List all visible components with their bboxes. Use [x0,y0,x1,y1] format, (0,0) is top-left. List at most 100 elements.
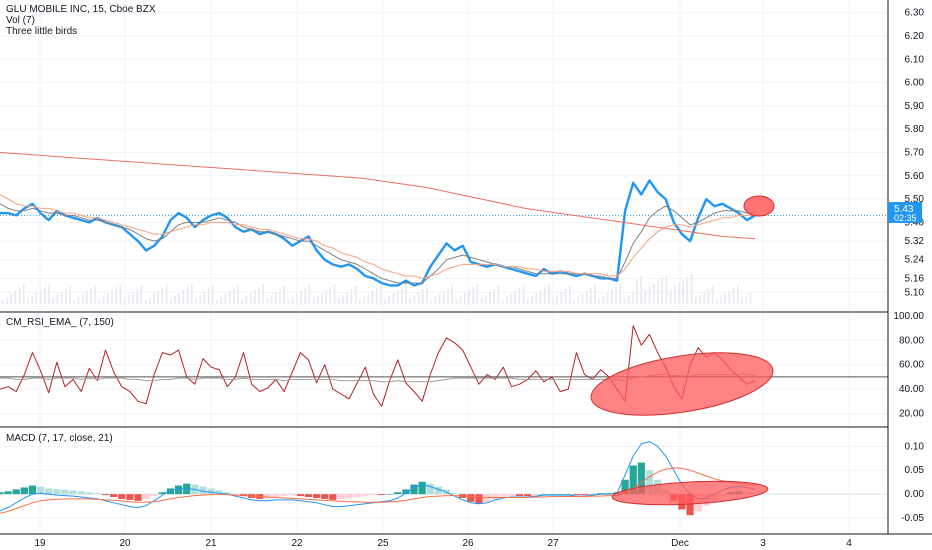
volume-bar [346,292,348,304]
histogram-bar [53,489,61,495]
volume-bar [207,289,210,304]
histogram-bar [337,494,345,499]
volume-bar [119,284,122,304]
volume-bar [14,291,17,304]
volume-bar [686,277,689,304]
volume-bar [27,299,29,304]
volume-bar [18,288,21,304]
volume-bar [270,295,273,304]
volume-bar [283,286,285,304]
volume-bar [228,291,231,304]
volume-bar [23,285,25,304]
volume-bar [241,299,243,304]
volume-bar [52,298,54,304]
histogram-bar [491,494,499,499]
volume-bar [65,289,67,304]
volume-legend[interactable]: Vol (7) [6,15,35,26]
price-axis[interactable]: 6.306.206.106.005.905.805.705.605.505.40… [893,8,924,524]
histogram-bar [45,488,53,495]
histogram-bar [207,488,215,495]
volume-bar [363,297,365,304]
volume-bar [174,296,176,304]
volume-bar [480,298,483,304]
histogram-bar [418,481,426,495]
pane-separators[interactable] [0,0,932,535]
price-tick-label: 5.60 [905,171,925,182]
histogram-bar [158,492,166,495]
histogram-bar [394,492,402,495]
histogram-bar [20,487,28,495]
volume-bar [304,288,306,304]
price-badge-bg [888,202,922,223]
volume-bar [653,284,655,304]
volume-bar [564,289,567,304]
volume-bar [216,300,218,304]
volume-bar [342,295,344,304]
volume-bar [31,296,33,304]
volume-bar [539,290,542,304]
histogram-bar [386,494,394,495]
volume-bar [443,291,445,304]
time-tick-label: 21 [205,538,217,549]
volume-bar [81,294,84,304]
histogram-bar [410,484,418,495]
volume-bar [405,284,407,304]
price-badge-countdown: 02:35 [894,213,917,223]
volume-bar [623,298,626,304]
histogram-bar [402,489,410,495]
volume-bar [451,285,453,304]
volume-bar [489,292,491,304]
volume-bar [329,287,332,304]
volume-bar [627,295,630,304]
macd-legend[interactable]: MACD (7, 17, close, 21) [6,433,113,444]
histogram-bar [434,486,443,495]
volume-bar [493,289,495,304]
volume-bar [140,286,143,304]
pattern-legend[interactable]: Three little birds [6,26,77,37]
volume-bar [115,287,117,304]
volume-bar [695,298,697,304]
rsi-legend[interactable]: CM_RSI_EMA_ (7, 150) [6,317,114,328]
macd-pane[interactable] [0,441,888,516]
histogram-bar [312,494,321,498]
volume-bar [73,300,75,304]
volume-bar [279,289,281,304]
highlight-annotations [590,195,775,506]
volume-bar [531,296,533,304]
volume-bar [678,283,680,304]
volume-bar [111,290,113,304]
histogram-bar [85,492,93,495]
macd-highlight-ellipse [611,480,769,506]
volume-bar [220,297,222,304]
volume-bar [438,294,441,304]
volume-bar [2,300,4,304]
volume-bar [157,291,159,304]
symbol-legend[interactable]: GLU MOBILE INC, 15, Cboe BZX [6,4,156,15]
time-axis[interactable]: 19 20 21 22 25 26 27 Dec 3 4 [34,538,852,549]
price-tick-label: 5.50 [905,194,925,205]
volume-bar [258,287,260,304]
volume-bar [233,288,235,304]
volume-bar [737,285,739,304]
volume-bar [325,290,327,304]
volume-bar [745,296,747,304]
volume-bar [149,297,151,304]
volume-bar [644,290,647,304]
volume-bar [392,293,395,304]
price-tick-label: 80.00 [899,335,924,346]
time-tick-label: 4 [846,538,852,549]
time-tick-label: 22 [291,538,303,549]
histogram-bar [304,494,313,498]
histogram-bar [0,492,4,495]
price-tick-label: 5.32 [905,236,925,247]
volume-bar [459,296,462,304]
price-tick-label: 5.80 [905,124,925,135]
price-pane[interactable] [0,152,888,287]
histogram-bar [77,491,85,495]
volume-bar [144,300,147,304]
histogram-bar [564,494,572,495]
volume-bar [476,284,479,304]
volume-bar [199,295,201,304]
time-tick-label: 3 [760,538,766,549]
